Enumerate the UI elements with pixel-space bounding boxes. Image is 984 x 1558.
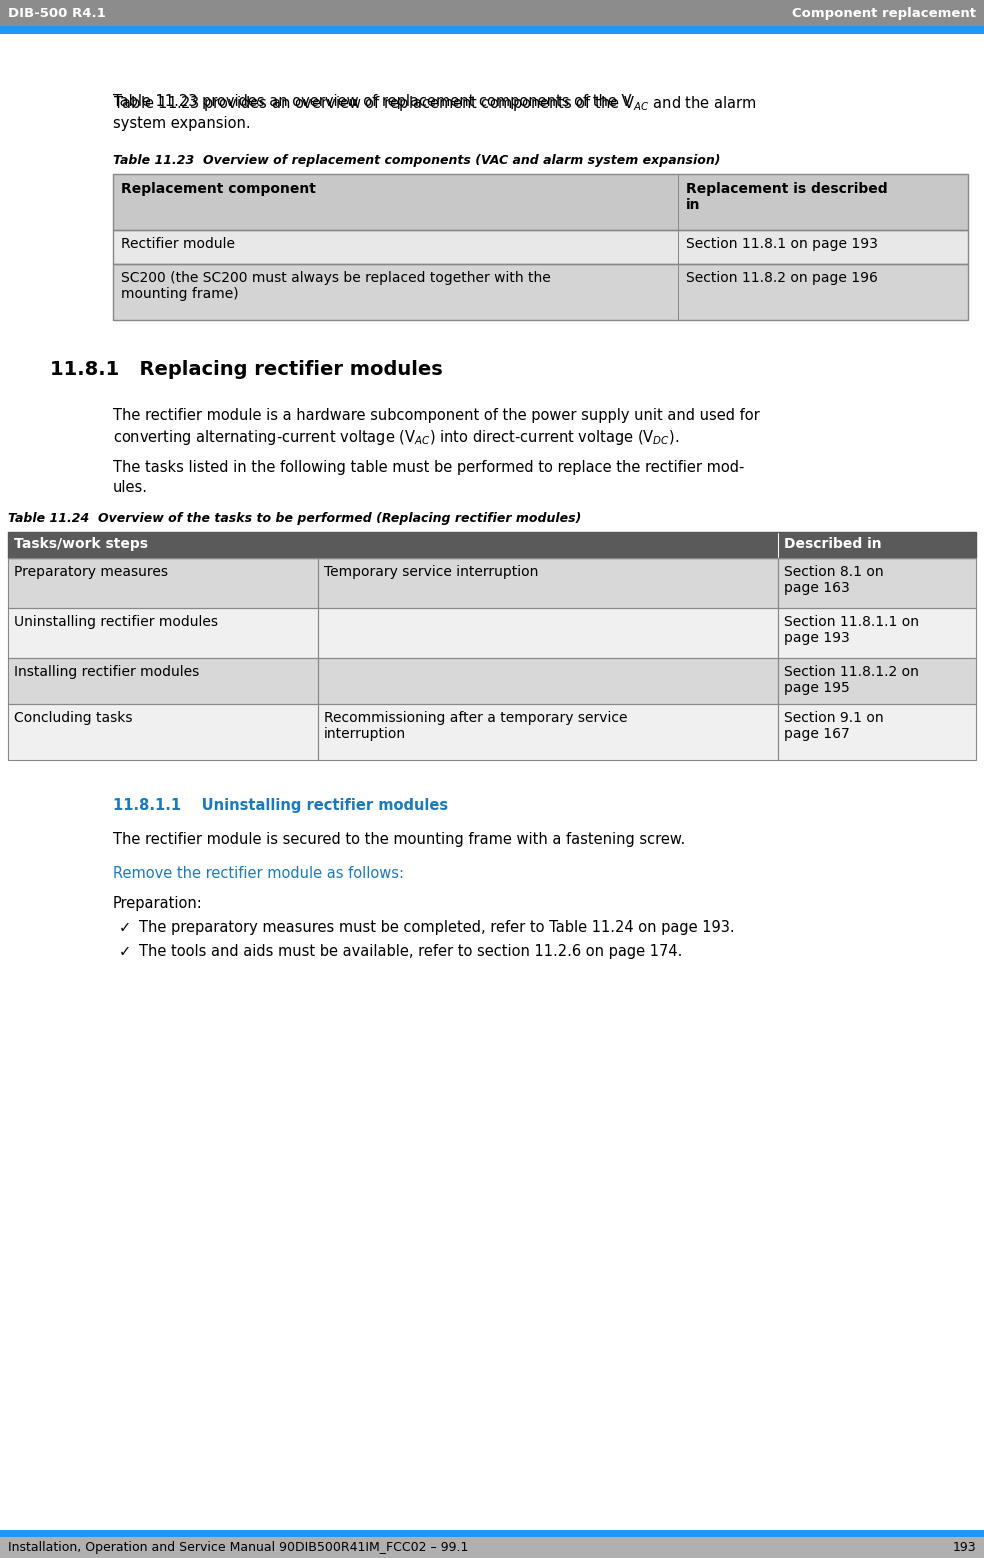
Bar <box>678 263 679 319</box>
Text: DIB-500 R4.1: DIB-500 R4.1 <box>8 6 105 20</box>
Text: Section 11.8.1.2 on
page 195: Section 11.8.1.2 on page 195 <box>784 665 919 695</box>
Text: Section 8.1 on
page 163: Section 8.1 on page 163 <box>784 566 884 595</box>
Bar <box>8 657 318 704</box>
Text: Section 11.8.1 on page 193: Section 11.8.1 on page 193 <box>686 237 878 251</box>
Bar <box>778 657 779 704</box>
Bar <box>778 558 779 608</box>
Text: Section 11.8.1.1 on
page 193: Section 11.8.1.1 on page 193 <box>784 615 919 645</box>
Text: Preparatory measures: Preparatory measures <box>14 566 168 580</box>
Bar <box>778 608 779 657</box>
Bar <box>113 174 968 231</box>
Bar <box>678 174 679 231</box>
Text: Recommissioning after a temporary service
interruption: Recommissioning after a temporary servic… <box>324 710 628 742</box>
Bar <box>778 704 976 760</box>
Text: Tasks/work steps: Tasks/work steps <box>14 538 148 552</box>
Text: Rectifier module: Rectifier module <box>121 237 235 251</box>
Text: Table 11.23 provides an overview of replacement components of the V: Table 11.23 provides an overview of repl… <box>113 93 632 109</box>
Text: converting alternating-current voltage (V$_{AC}$) into direct-current voltage (V: converting alternating-current voltage (… <box>113 428 679 447</box>
Text: Replacement component: Replacement component <box>121 182 316 196</box>
Bar <box>318 608 319 657</box>
Bar <box>778 657 976 704</box>
Bar <box>113 231 678 263</box>
Text: Table 11.24  Overview of the tasks to be performed (Replacing rectifier modules): Table 11.24 Overview of the tasks to be … <box>8 513 582 525</box>
Bar <box>318 657 778 704</box>
Bar <box>8 704 318 760</box>
Bar <box>778 704 976 760</box>
Bar <box>8 657 318 704</box>
Bar <box>113 263 968 319</box>
Text: The tools and aids must be available, refer to section 11.2.6 on page 174.: The tools and aids must be available, re… <box>139 944 682 960</box>
Text: system expansion.: system expansion. <box>113 115 251 131</box>
Text: Uninstalling rectifier modules: Uninstalling rectifier modules <box>14 615 218 629</box>
Text: Preparation:: Preparation: <box>113 896 203 911</box>
Bar <box>678 263 968 319</box>
Text: Section 11.8.2 on page 196: Section 11.8.2 on page 196 <box>686 271 878 285</box>
Text: Temporary service interruption: Temporary service interruption <box>324 566 538 580</box>
Bar <box>113 231 968 263</box>
Bar <box>318 704 778 760</box>
Text: The rectifier module is secured to the mounting frame with a fastening screw.: The rectifier module is secured to the m… <box>113 832 685 848</box>
Bar <box>678 231 679 263</box>
Text: Remove the rectifier module as follows:: Remove the rectifier module as follows: <box>113 866 404 880</box>
Text: 193: 193 <box>953 1541 976 1553</box>
Bar <box>778 608 976 657</box>
Bar <box>8 531 976 558</box>
Bar <box>778 558 976 608</box>
Text: Described in: Described in <box>784 538 882 552</box>
Bar <box>8 558 318 608</box>
Bar <box>778 558 976 608</box>
Bar <box>778 657 976 704</box>
Text: ✓: ✓ <box>119 921 131 935</box>
Bar <box>8 608 318 657</box>
Bar <box>318 608 778 657</box>
Text: The preparatory measures must be completed, refer to Table 11.24 on page 193.: The preparatory measures must be complet… <box>139 921 735 935</box>
Bar <box>778 704 779 760</box>
Text: Installing rectifier modules: Installing rectifier modules <box>14 665 199 679</box>
Text: Installation, Operation and Service Manual 90DIB500R41IM_FCC02 – 99.1: Installation, Operation and Service Manu… <box>8 1541 468 1553</box>
Bar <box>0 1538 984 1558</box>
Bar <box>113 174 968 231</box>
Text: The tasks listed in the following table must be performed to replace the rectifi: The tasks listed in the following table … <box>113 460 744 475</box>
Bar <box>8 531 976 558</box>
Bar <box>678 231 968 263</box>
Bar <box>318 657 778 704</box>
Text: ules.: ules. <box>113 480 148 495</box>
Bar <box>778 608 976 657</box>
Bar <box>318 704 778 760</box>
Text: SC200 (the SC200 must always be replaced together with the
mounting frame): SC200 (the SC200 must always be replaced… <box>121 271 551 301</box>
Bar <box>8 704 318 760</box>
Bar <box>318 704 319 760</box>
Bar <box>113 263 678 319</box>
Text: 11.8.1   Replacing rectifier modules: 11.8.1 Replacing rectifier modules <box>50 360 443 379</box>
Text: Component replacement: Component replacement <box>792 6 976 20</box>
Bar <box>0 1530 984 1538</box>
Text: Section 9.1 on
page 167: Section 9.1 on page 167 <box>784 710 884 742</box>
Text: Table 11.23 provides an overview of replacement components of the V$_{AC}$ and t: Table 11.23 provides an overview of repl… <box>113 93 757 114</box>
Bar <box>318 608 778 657</box>
Bar <box>8 558 318 608</box>
Bar <box>0 0 984 26</box>
Bar <box>778 531 779 558</box>
Bar <box>318 558 319 608</box>
Text: Concluding tasks: Concluding tasks <box>14 710 133 724</box>
Text: The rectifier module is a hardware subcomponent of the power supply unit and use: The rectifier module is a hardware subco… <box>113 408 760 424</box>
Text: Table 11.23  Overview of replacement components (VAC and alarm system expansion): Table 11.23 Overview of replacement comp… <box>113 154 720 167</box>
Text: 11.8.1.1    Uninstalling rectifier modules: 11.8.1.1 Uninstalling rectifier modules <box>113 798 448 813</box>
Bar <box>318 558 778 608</box>
Text: Replacement is described
in: Replacement is described in <box>686 182 888 212</box>
Text: ✓: ✓ <box>119 944 131 960</box>
Bar <box>8 608 318 657</box>
Bar <box>0 26 984 34</box>
Bar <box>318 558 778 608</box>
Bar <box>318 657 319 704</box>
